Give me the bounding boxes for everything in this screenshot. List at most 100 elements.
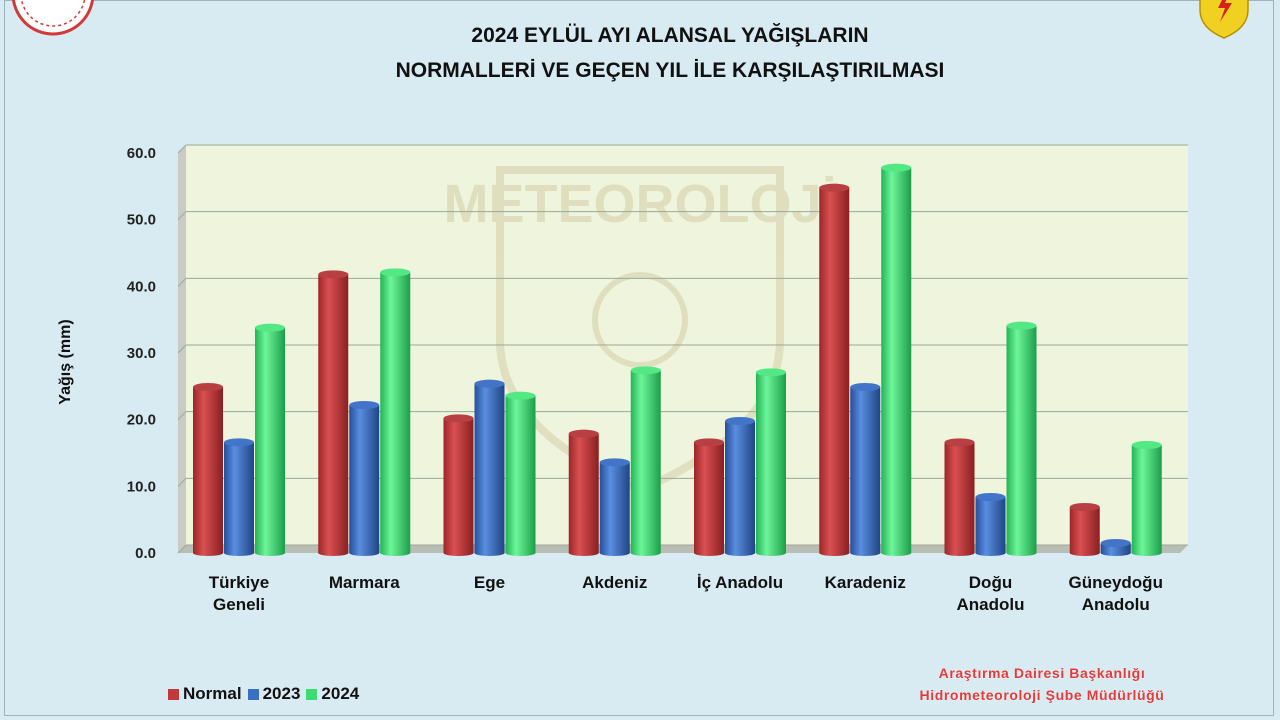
y-axis-label: Yağış (mm) xyxy=(57,319,74,404)
bar-base-2023 xyxy=(1100,550,1131,556)
y-tick-label: 10.0 xyxy=(127,478,156,495)
chart-title-line1: 2024 EYLÜL AYI ALANSAL YAĞIŞLARIN xyxy=(471,24,869,47)
bar-base-2024 xyxy=(505,550,536,556)
bar-2024 xyxy=(1006,325,1037,553)
legend-item-2023: 2023 xyxy=(247,684,301,704)
legend-label-normal: Normal xyxy=(183,684,242,703)
bar-base-2024 xyxy=(380,550,411,556)
bar-top-2024 xyxy=(1006,321,1037,330)
credit-department: Araştırma Dairesi Başkanlığı xyxy=(938,665,1146,681)
category-label: Ege xyxy=(474,573,505,592)
legend-swatch-2023 xyxy=(247,688,259,700)
bar-normal xyxy=(318,274,349,553)
bar-normal xyxy=(1069,507,1100,553)
bar-top-2023 xyxy=(1100,539,1131,547)
meteorology-logo xyxy=(1194,0,1254,42)
bar-top-2024 xyxy=(380,268,411,277)
bar-top-normal xyxy=(819,183,850,192)
bar-top-normal xyxy=(193,383,223,391)
bar-2024 xyxy=(1131,445,1162,553)
bar-normal xyxy=(443,418,474,553)
legend-label-2024: 2024 xyxy=(321,684,360,703)
gridline-depth xyxy=(177,411,187,421)
gridline-depth xyxy=(177,344,187,354)
bar-base-normal xyxy=(443,550,474,556)
category-label: Anadolu xyxy=(1082,595,1150,614)
bar-top-normal xyxy=(318,270,349,279)
bar-base-2023 xyxy=(349,550,380,556)
gridline-depth xyxy=(177,277,187,287)
bar-top-2023 xyxy=(224,438,254,447)
legend-swatch-2024 xyxy=(306,688,318,700)
bar-base-2024 xyxy=(255,550,285,556)
legend-swatch-normal xyxy=(168,688,179,700)
watermark-text: METEOROLOJİ xyxy=(443,174,836,234)
bar-top-2023 xyxy=(599,458,630,467)
bar-base-2023 xyxy=(599,550,630,556)
plot-floor xyxy=(178,545,1188,553)
chart-title-line2: NORMALLERİ VE GEÇEN YIL İLE KARŞILAŞTIRI… xyxy=(395,59,945,82)
bar-base-normal xyxy=(1069,550,1100,556)
bar-top-normal xyxy=(568,429,599,438)
bar-2023 xyxy=(599,462,630,553)
bar-normal xyxy=(694,442,724,553)
bar-2023 xyxy=(975,497,1006,553)
ministry-logo xyxy=(10,0,96,36)
bar-base-2023 xyxy=(850,550,881,556)
legend: Normal 2023 2024 xyxy=(168,684,365,704)
gridline-depth xyxy=(177,211,187,221)
y-tick-label: 40.0 xyxy=(127,278,156,295)
category-label: Akdeniz xyxy=(582,573,647,592)
y-tick-label: 20.0 xyxy=(127,412,156,429)
gridline-depth xyxy=(177,544,187,554)
bar-base-2024 xyxy=(1006,550,1037,556)
category-label: Karadeniz xyxy=(825,573,906,592)
gridline-depth xyxy=(177,477,187,487)
bar-top-normal xyxy=(694,438,724,447)
y-tick-label: 0.0 xyxy=(135,545,156,562)
bar-base-2024 xyxy=(630,550,661,556)
bar-top-2023 xyxy=(725,417,755,425)
bar-base-normal xyxy=(318,550,349,556)
bar-2024 xyxy=(630,370,661,553)
y-tick-label: 60.0 xyxy=(127,145,156,162)
credit-branch: Hidrometeoroloji Şube Müdürlüğü xyxy=(919,687,1165,703)
bar-2023 xyxy=(474,383,505,553)
bar-top-2024 xyxy=(881,163,912,172)
bar-2024 xyxy=(255,327,285,553)
bar-base-2023 xyxy=(474,550,505,556)
bar-normal xyxy=(819,187,850,553)
bar-base-2024 xyxy=(1131,550,1162,556)
bar-base-normal xyxy=(568,550,599,556)
chart-frame xyxy=(4,0,1274,716)
bar-top-2023 xyxy=(975,493,1006,501)
legend-label-2023: 2023 xyxy=(262,684,301,703)
bar-2024 xyxy=(380,272,411,553)
bar-2023 xyxy=(850,387,881,553)
bar-normal xyxy=(944,442,975,553)
bar-top-2023 xyxy=(850,383,881,391)
legend-item-2024: 2024 xyxy=(306,684,359,704)
category-label: Marmara xyxy=(329,573,400,592)
bar-base-normal xyxy=(193,550,223,556)
bar-top-2024 xyxy=(255,323,285,332)
y-tick-label: 30.0 xyxy=(127,345,156,362)
bar-base-normal xyxy=(694,550,724,556)
bar-top-normal xyxy=(944,438,975,447)
bar-normal xyxy=(568,433,599,553)
category-label: Doğu xyxy=(969,573,1012,592)
legend-item-normal: Normal xyxy=(168,684,242,704)
bar-base-2024 xyxy=(756,550,786,556)
bar-base-2023 xyxy=(725,550,755,556)
bar-top-normal xyxy=(1069,503,1100,511)
bar-2024 xyxy=(881,167,912,553)
bar-top-2024 xyxy=(756,368,786,377)
category-label: Anadolu xyxy=(957,595,1025,614)
bar-top-2024 xyxy=(1131,441,1162,449)
y-tick-label: 50.0 xyxy=(127,212,156,229)
bar-2024 xyxy=(505,395,536,553)
bar-2023 xyxy=(349,405,380,553)
category-label: Geneli xyxy=(213,595,265,614)
bar-top-2024 xyxy=(630,366,661,375)
